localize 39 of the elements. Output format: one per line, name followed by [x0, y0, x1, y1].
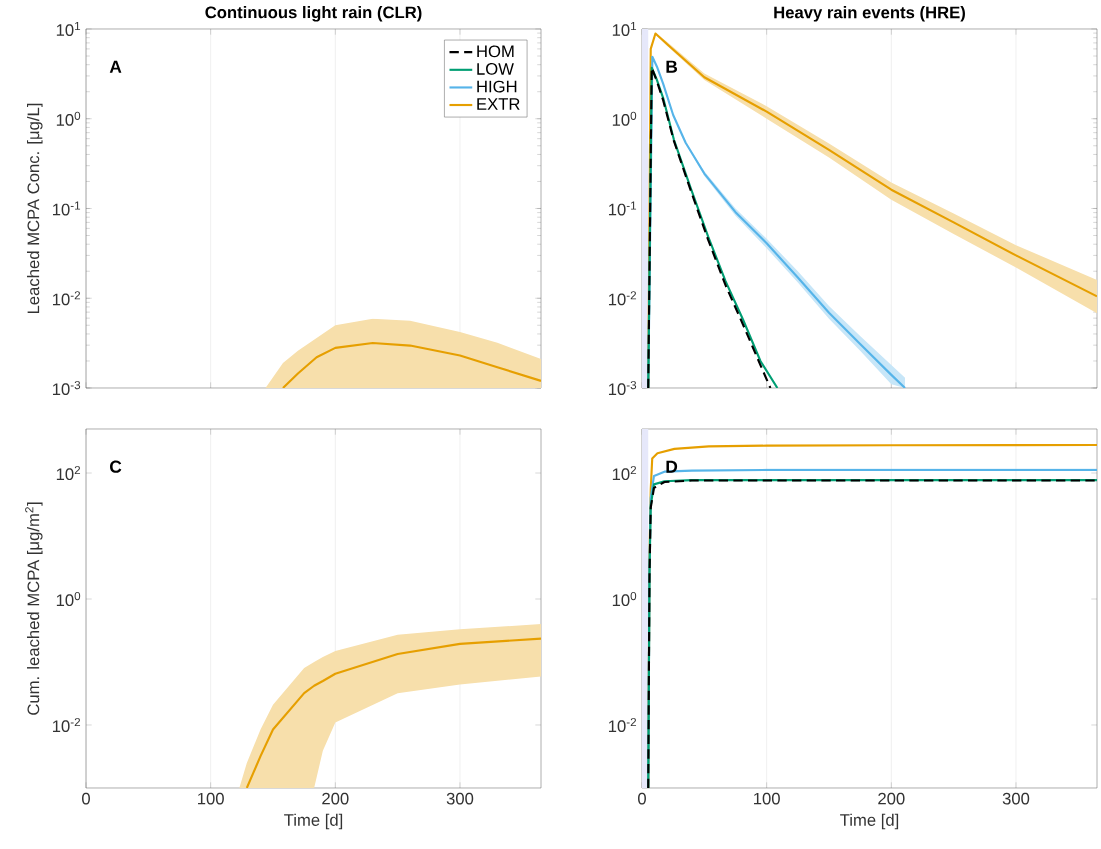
x-tick-label: 200 [322, 792, 349, 805]
chart-title: Continuous light rain (CLR) [205, 6, 422, 22]
y-tick-label: 10$^{-2}$ [608, 291, 637, 306]
legend-label: HIGH [477, 80, 517, 93]
y-tick-label: 10$^{0}$ [612, 591, 637, 607]
x-tick-label: 300 [446, 792, 474, 805]
annotation: B [666, 60, 678, 73]
y-tick-label: 10$^{0}$ [56, 591, 81, 607]
x-tick-label: 300 [1002, 792, 1030, 805]
legend-label: EXTR [477, 98, 520, 110]
annotation: C [110, 460, 122, 473]
x-tick-label: 100 [198, 792, 224, 805]
y-axis-title: Cum. leached MCPA [μg/m$^{2}$] [25, 502, 43, 715]
annotation: D [666, 460, 678, 473]
y-tick-label: 10$^{1}$ [56, 22, 81, 36]
x-axis-title: Time [d] [284, 813, 343, 830]
y-tick-label: 10$^{-1}$ [608, 201, 637, 216]
x-axis-title: Time [d] [840, 813, 899, 830]
y-tick-label: 10$^{-3}$ [52, 380, 81, 396]
x-tick-label: 100 [754, 792, 780, 805]
y-tick-label: 10$^{0}$ [56, 111, 81, 126]
y-tick-label: 10$^{-2}$ [608, 717, 637, 733]
y-tick-label: 10$^{2}$ [612, 465, 637, 481]
y-tick-label: 10$^{-2}$ [52, 717, 81, 733]
y-tick-label: 10$^{-3}$ [608, 380, 637, 396]
y-axis-title: Leached MCPA Conc. [μg/L] [27, 103, 43, 314]
x-tick-label: 0 [638, 792, 646, 805]
line-series [281, 341, 542, 388]
y-tick-label: 10$^{1}$ [612, 22, 637, 36]
y-tick-label: 10$^{-1}$ [52, 201, 81, 216]
y-tick-label: 10$^{-2}$ [52, 291, 81, 306]
legend-label: LOW [477, 63, 514, 75]
chart-title: Heavy rain events (HRE) [774, 6, 965, 22]
x-tick-label: 200 [878, 792, 905, 805]
legend-label: HOM [477, 45, 514, 58]
x-tick-label: 0 [82, 792, 90, 805]
y-tick-label: 10$^{2}$ [56, 465, 81, 481]
annotation: A [109, 60, 122, 73]
y-tick-label: 10$^{0}$ [612, 111, 637, 126]
